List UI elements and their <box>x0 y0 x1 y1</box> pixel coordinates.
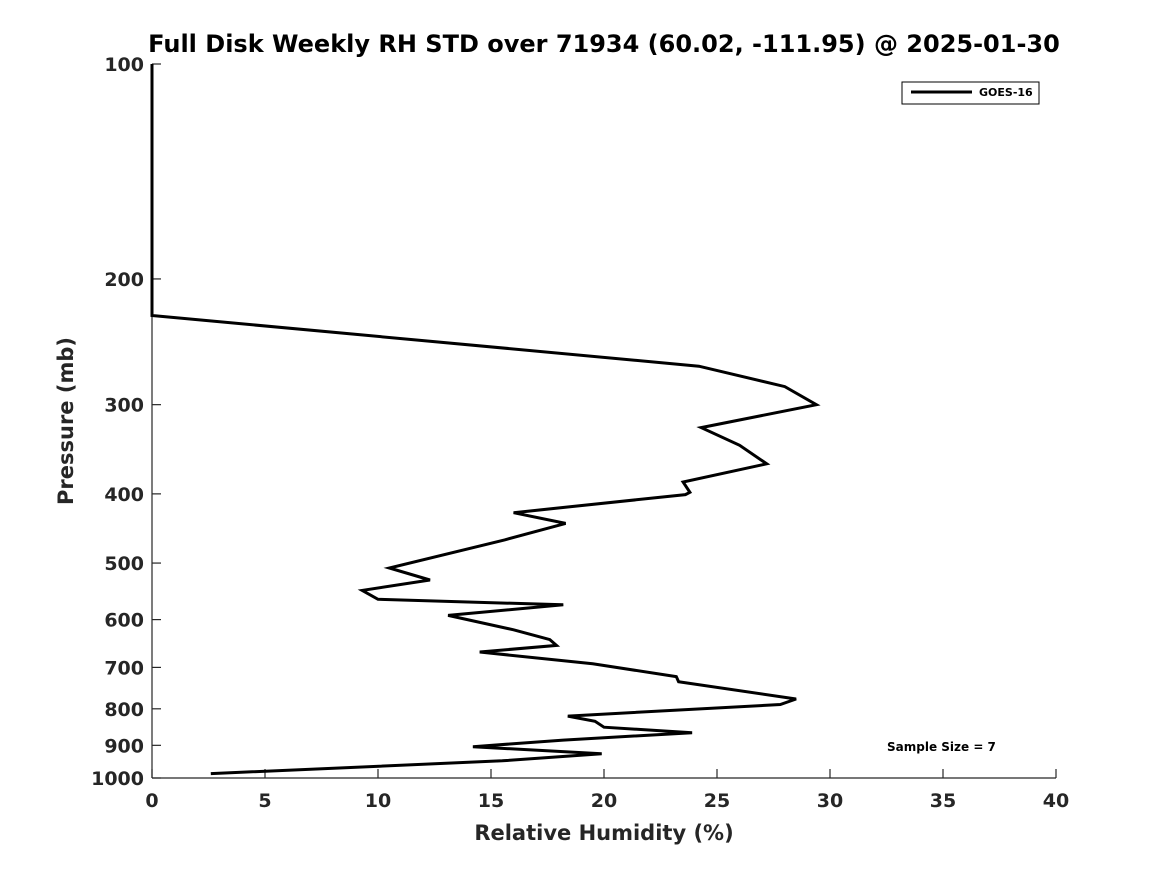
legend: GOES-16 <box>901 81 1040 105</box>
chart-title: Full Disk Weekly RH STD over 71934 (60.0… <box>148 30 1060 58</box>
x-tick-label-30: 30 <box>817 790 843 812</box>
y-tick-label-200: 200 <box>104 269 144 291</box>
y-tick-label-400: 400 <box>104 484 144 506</box>
x-tick-label-40: 40 <box>1043 790 1069 812</box>
y-axis-label: Pressure (mb) <box>54 337 78 505</box>
y-tick-label-300: 300 <box>104 395 144 417</box>
y-tick-label-1000: 1000 <box>91 768 144 790</box>
x-tick-label-0: 0 <box>145 790 158 812</box>
y-tick-label-900: 900 <box>104 735 144 757</box>
x-tick-label-15: 15 <box>478 790 504 812</box>
sample-size-annotation: Sample Size = 7 <box>887 740 996 754</box>
x-tick-label-20: 20 <box>591 790 617 812</box>
x-tick-label-35: 35 <box>930 790 956 812</box>
series-line-goes-16 <box>150 64 821 776</box>
x-tick-label-25: 25 <box>704 790 730 812</box>
legend-entry-goes-16: GOES-16 <box>979 86 1033 99</box>
y-axis: 100 200 300 400 500 600 700 800 900 1000 <box>91 54 161 790</box>
plot-series <box>150 64 821 776</box>
y-tick-label-500: 500 <box>104 553 144 575</box>
x-axis: 0 5 10 15 20 25 30 35 40 <box>145 769 1069 812</box>
y-tick-label-100: 100 <box>104 54 144 76</box>
y-tick-label-700: 700 <box>104 657 144 679</box>
x-tick-label-10: 10 <box>365 790 391 812</box>
x-tick-label-5: 5 <box>258 790 271 812</box>
x-axis-label: Relative Humidity (%) <box>474 821 733 845</box>
y-tick-label-600: 600 <box>104 610 144 632</box>
y-tick-label-800: 800 <box>104 699 144 721</box>
